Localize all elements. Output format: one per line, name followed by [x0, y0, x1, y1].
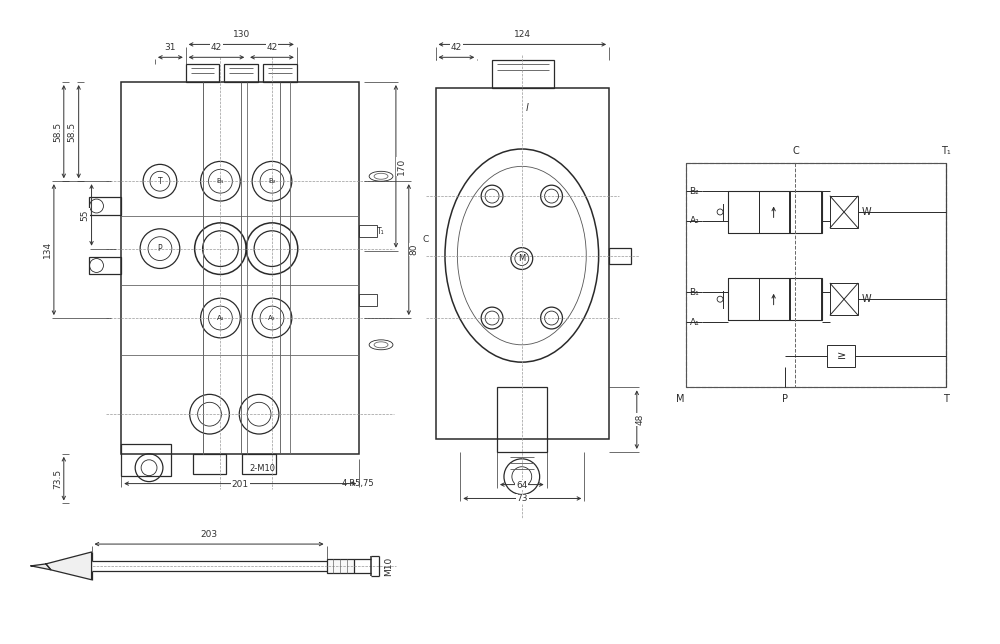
Bar: [359, 225, 377, 237]
Text: M: M: [518, 254, 525, 263]
Text: 73.5: 73.5: [53, 469, 62, 489]
Polygon shape: [31, 564, 51, 570]
Bar: [359, 294, 377, 306]
Bar: [728, 278, 822, 320]
Bar: [728, 191, 822, 232]
Bar: [759, 278, 789, 320]
Bar: [497, 388, 547, 452]
Polygon shape: [46, 552, 92, 580]
Text: 170: 170: [397, 158, 406, 175]
Text: B₁: B₁: [217, 178, 224, 184]
Text: T: T: [158, 176, 162, 185]
Text: A₁: A₁: [689, 317, 699, 327]
Text: 130: 130: [233, 30, 250, 39]
Bar: [121, 82, 359, 454]
Bar: [790, 191, 821, 232]
Text: 58.5: 58.5: [53, 122, 62, 142]
Text: 42: 42: [451, 43, 462, 52]
Bar: [609, 248, 631, 263]
Text: 73: 73: [517, 495, 528, 504]
Bar: [224, 64, 258, 82]
Bar: [121, 444, 171, 476]
Bar: [492, 61, 554, 88]
Bar: [186, 64, 219, 82]
Text: A₁: A₁: [217, 315, 224, 321]
Text: T: T: [943, 394, 949, 404]
Bar: [327, 559, 354, 573]
Text: C: C: [423, 235, 429, 244]
Bar: [790, 278, 821, 320]
Text: 4-R5,75: 4-R5,75: [341, 479, 374, 488]
Text: P: P: [782, 394, 788, 404]
Text: 134: 134: [43, 241, 52, 258]
Bar: [830, 283, 858, 315]
Text: ≥: ≥: [836, 351, 846, 361]
Text: T₁: T₁: [941, 146, 951, 156]
Bar: [193, 454, 226, 474]
Bar: [89, 256, 121, 274]
Text: P: P: [158, 244, 162, 253]
Bar: [89, 197, 121, 215]
Text: 42: 42: [211, 43, 222, 52]
Bar: [436, 88, 609, 439]
Text: 58.5: 58.5: [68, 122, 77, 142]
Text: 64: 64: [516, 480, 527, 489]
Text: 31: 31: [165, 43, 176, 52]
Text: 48: 48: [636, 414, 645, 425]
Text: C: C: [792, 146, 799, 156]
Text: 42: 42: [266, 43, 278, 52]
Bar: [728, 191, 759, 232]
Bar: [728, 278, 759, 320]
Text: B₂: B₂: [268, 178, 276, 184]
Bar: [686, 164, 946, 388]
Text: 124: 124: [514, 30, 531, 39]
Text: W: W: [862, 294, 871, 304]
Text: 203: 203: [200, 530, 218, 539]
Text: A₂: A₂: [268, 315, 276, 321]
Bar: [759, 191, 789, 232]
Bar: [830, 196, 858, 228]
Text: 80: 80: [410, 244, 419, 256]
Text: W: W: [862, 207, 871, 217]
Text: l: l: [525, 103, 528, 113]
Text: B₁: B₁: [689, 288, 699, 297]
Bar: [242, 454, 276, 474]
Text: M: M: [676, 394, 684, 404]
Text: M10: M10: [384, 556, 393, 576]
Text: 201: 201: [232, 480, 249, 489]
Text: 2-M10: 2-M10: [249, 464, 275, 473]
Bar: [686, 164, 946, 388]
Text: B₂: B₂: [689, 187, 699, 196]
Text: T₁: T₁: [377, 227, 385, 236]
Bar: [827, 345, 855, 366]
Text: A₂: A₂: [689, 216, 699, 225]
Text: 55: 55: [81, 209, 90, 221]
Bar: [263, 64, 297, 82]
